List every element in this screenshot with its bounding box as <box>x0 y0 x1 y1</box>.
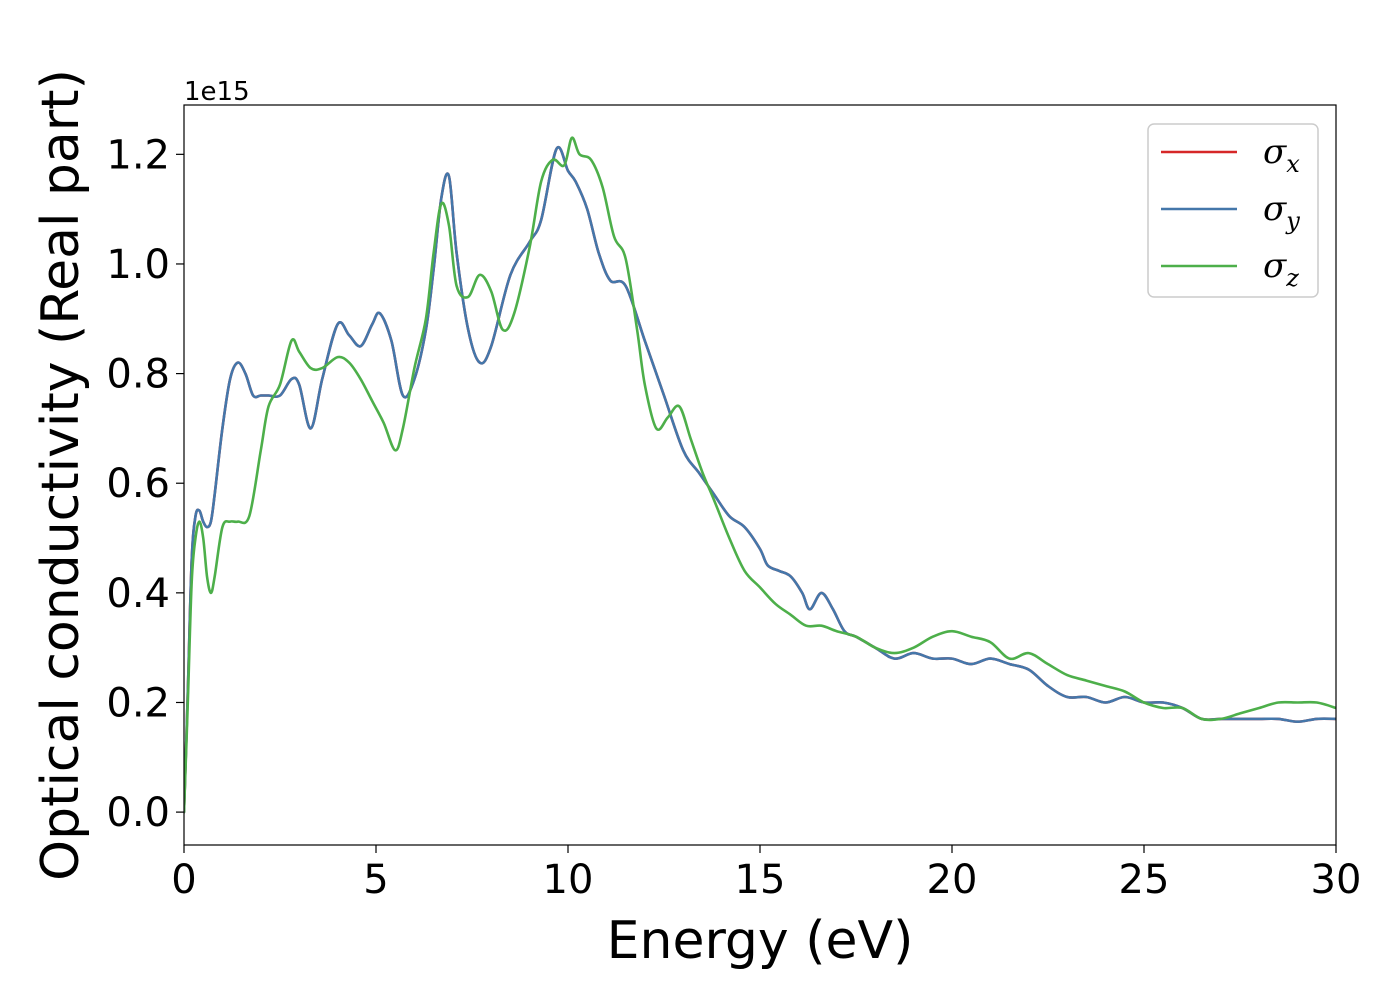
x-axis-label: Energy (eV) <box>607 911 914 971</box>
x-tick-label: 0 <box>171 857 196 903</box>
x-axis-ticks: 0 5 10 15 20 25 30 <box>171 845 1361 903</box>
legend-items: σx σy σz <box>1161 132 1300 292</box>
y-tick-label: 0.4 <box>106 571 170 617</box>
legend-label-y: σy <box>1263 189 1300 235</box>
series-layer <box>184 136 1336 814</box>
x-tick-label: 5 <box>363 857 388 903</box>
series-line-z <box>184 136 1336 814</box>
y-axis-ticks: 0.0 0.2 0.4 0.6 0.8 1.0 1.2 <box>106 132 184 836</box>
legend-label-z: σz <box>1263 246 1299 292</box>
y-tick-label: 0.2 <box>106 680 170 726</box>
x-tick-label: 15 <box>735 857 786 903</box>
plot-area <box>184 105 1336 845</box>
x-tick-label: 25 <box>1119 857 1170 903</box>
legend-box <box>1147 123 1319 298</box>
y-tick-label: 1.2 <box>106 132 170 178</box>
x-tick-label: 20 <box>927 857 978 903</box>
x-tick-label: 10 <box>543 857 594 903</box>
y-tick-label: 0.6 <box>106 461 170 507</box>
y-tick-label: 0.8 <box>106 352 170 398</box>
legend-label-x: σx <box>1263 132 1300 178</box>
y-axis-label: Optical conductivity (Real part) <box>31 69 91 881</box>
legend: σx σy σz <box>1147 123 1319 298</box>
y-tick-label: 1.0 <box>106 242 170 288</box>
series-line-y <box>184 145 1336 814</box>
x-tick-label: 30 <box>1311 857 1362 903</box>
y-tick-label: 0.0 <box>106 790 170 836</box>
y-offset-label: 1e15 <box>184 77 250 107</box>
